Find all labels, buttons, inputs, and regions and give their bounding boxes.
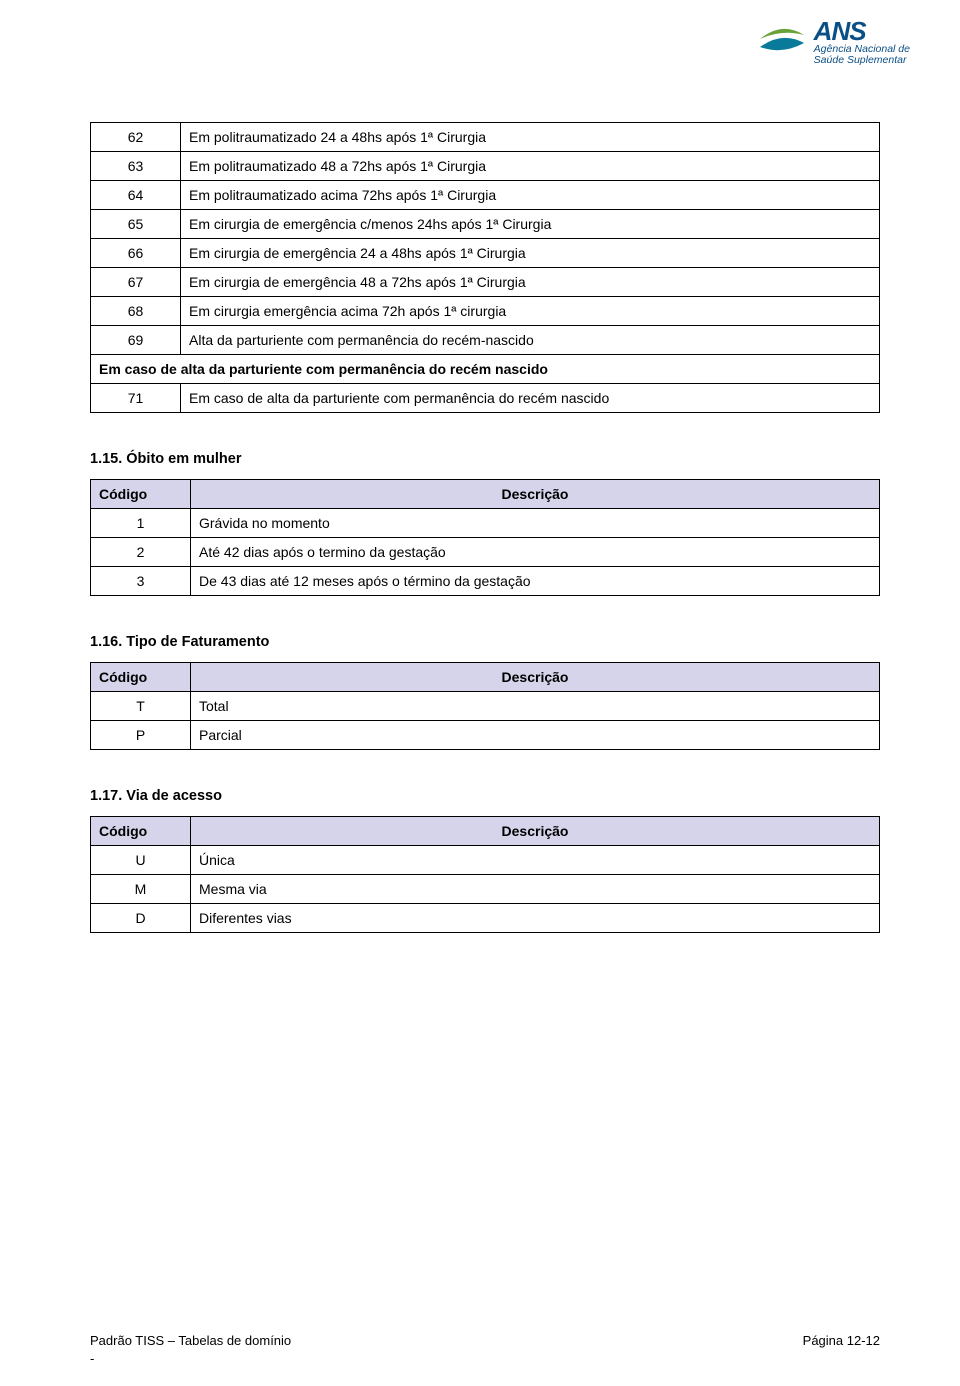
- table-row: MMesma via: [91, 875, 880, 904]
- code-cell: 69: [91, 326, 181, 355]
- table-row: 67Em cirurgia de emergência 48 a 72hs ap…: [91, 268, 880, 297]
- footer-dash: -: [90, 1351, 94, 1366]
- footer-left: Padrão TISS – Tabelas de domínio: [90, 1333, 291, 1348]
- desc-cell: Em politraumatizado 48 a 72hs após 1ª Ci…: [181, 152, 880, 181]
- table-row: 71Em caso de alta da parturiente com per…: [91, 384, 880, 413]
- table-row: 1Grávida no momento: [91, 509, 880, 538]
- section-title-faturamento: 1.16. Tipo de Faturamento: [90, 634, 880, 650]
- header-descricao: Descrição: [191, 817, 880, 846]
- footer-right: Página 12-12: [803, 1333, 880, 1348]
- logo-ans-text: ANS: [814, 18, 910, 44]
- table-obito: Código Descrição 1Grávida no momento 2At…: [90, 479, 880, 596]
- section-title-via-acesso: 1.17. Via de acesso: [90, 788, 880, 804]
- table-row: UÚnica: [91, 846, 880, 875]
- code-cell: D: [91, 904, 191, 933]
- table-row: 66Em cirurgia de emergência 24 a 48hs ap…: [91, 239, 880, 268]
- table-row: 62Em politraumatizado 24 a 48hs após 1ª …: [91, 123, 880, 152]
- desc-cell: Em cirurgia de emergência c/menos 24hs a…: [181, 210, 880, 239]
- table-row: 68Em cirurgia emergência acima 72h após …: [91, 297, 880, 326]
- desc-cell: Em cirurgia de emergência 48 a 72hs após…: [181, 268, 880, 297]
- code-cell: 62: [91, 123, 181, 152]
- header-codigo: Código: [91, 817, 191, 846]
- table-via-acesso: Código Descrição UÚnica MMesma via DDife…: [90, 816, 880, 933]
- table-continuation: 62Em politraumatizado 24 a 48hs após 1ª …: [90, 122, 880, 413]
- desc-cell: Parcial: [191, 721, 880, 750]
- desc-cell: Em politraumatizado 24 a 48hs após 1ª Ci…: [181, 123, 880, 152]
- desc-cell: Até 42 dias após o termino da gestação: [191, 538, 880, 567]
- logo-sub2: Saúde Suplementar: [814, 55, 910, 66]
- header-codigo: Código: [91, 663, 191, 692]
- code-cell: 67: [91, 268, 181, 297]
- ans-logo: ANS Agência Nacional de Saúde Suplementa…: [758, 18, 910, 66]
- desc-cell: Grávida no momento: [191, 509, 880, 538]
- table-row: DDiferentes vias: [91, 904, 880, 933]
- code-cell: 68: [91, 297, 181, 326]
- desc-cell: Mesma via: [191, 875, 880, 904]
- code-cell: 63: [91, 152, 181, 181]
- desc-cell: De 43 dias até 12 meses após o término d…: [191, 567, 880, 596]
- table-row: 63Em politraumatizado 48 a 72hs após 1ª …: [91, 152, 880, 181]
- code-cell: 66: [91, 239, 181, 268]
- table-header: Código Descrição: [91, 480, 880, 509]
- code-cell: 2: [91, 538, 191, 567]
- code-cell: T: [91, 692, 191, 721]
- logo-swoosh-icon: [758, 25, 806, 59]
- desc-cell: Única: [191, 846, 880, 875]
- desc-cell: Diferentes vias: [191, 904, 880, 933]
- table-row: PParcial: [91, 721, 880, 750]
- table-row: 64Em politraumatizado acima 72hs após 1ª…: [91, 181, 880, 210]
- code-cell: M: [91, 875, 191, 904]
- code-cell: 65: [91, 210, 181, 239]
- table-row: 2Até 42 dias após o termino da gestação: [91, 538, 880, 567]
- code-cell: 1: [91, 509, 191, 538]
- section-label: Em caso de alta da parturiente com perma…: [91, 355, 880, 384]
- desc-cell: Em caso de alta da parturiente com perma…: [181, 384, 880, 413]
- table-section-row: Em caso de alta da parturiente com perma…: [91, 355, 880, 384]
- header-codigo: Código: [91, 480, 191, 509]
- table-header: Código Descrição: [91, 817, 880, 846]
- desc-cell: Em politraumatizado acima 72hs após 1ª C…: [181, 181, 880, 210]
- code-cell: 71: [91, 384, 181, 413]
- code-cell: U: [91, 846, 191, 875]
- header-descricao: Descrição: [191, 480, 880, 509]
- code-cell: 64: [91, 181, 181, 210]
- code-cell: 3: [91, 567, 191, 596]
- table-row: 69Alta da parturiente com permanência do…: [91, 326, 880, 355]
- table-faturamento: Código Descrição TTotal PParcial: [90, 662, 880, 750]
- desc-cell: Total: [191, 692, 880, 721]
- desc-cell: Em cirurgia emergência acima 72h após 1ª…: [181, 297, 880, 326]
- table-row: 3De 43 dias até 12 meses após o término …: [91, 567, 880, 596]
- table-header: Código Descrição: [91, 663, 880, 692]
- section-title-obito: 1.15. Óbito em mulher: [90, 451, 880, 467]
- header-descricao: Descrição: [191, 663, 880, 692]
- desc-cell: Alta da parturiente com permanência do r…: [181, 326, 880, 355]
- table-row: 65Em cirurgia de emergência c/menos 24hs…: [91, 210, 880, 239]
- desc-cell: Em cirurgia de emergência 24 a 48hs após…: [181, 239, 880, 268]
- page-footer: Padrão TISS – Tabelas de domínio Página …: [90, 1333, 880, 1348]
- code-cell: P: [91, 721, 191, 750]
- table-row: TTotal: [91, 692, 880, 721]
